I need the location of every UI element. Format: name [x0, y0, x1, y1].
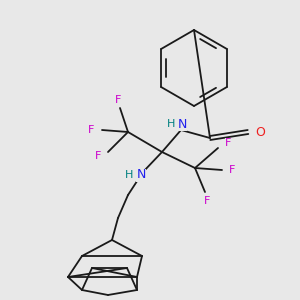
Text: F: F — [88, 125, 94, 135]
Text: F: F — [95, 151, 101, 161]
Text: F: F — [115, 95, 121, 105]
Text: N: N — [177, 118, 187, 130]
Text: N: N — [136, 169, 146, 182]
Text: H: H — [125, 170, 133, 180]
Text: H: H — [167, 119, 175, 129]
Text: O: O — [255, 125, 265, 139]
Text: F: F — [229, 165, 235, 175]
Text: F: F — [204, 196, 210, 206]
Text: F: F — [225, 138, 231, 148]
